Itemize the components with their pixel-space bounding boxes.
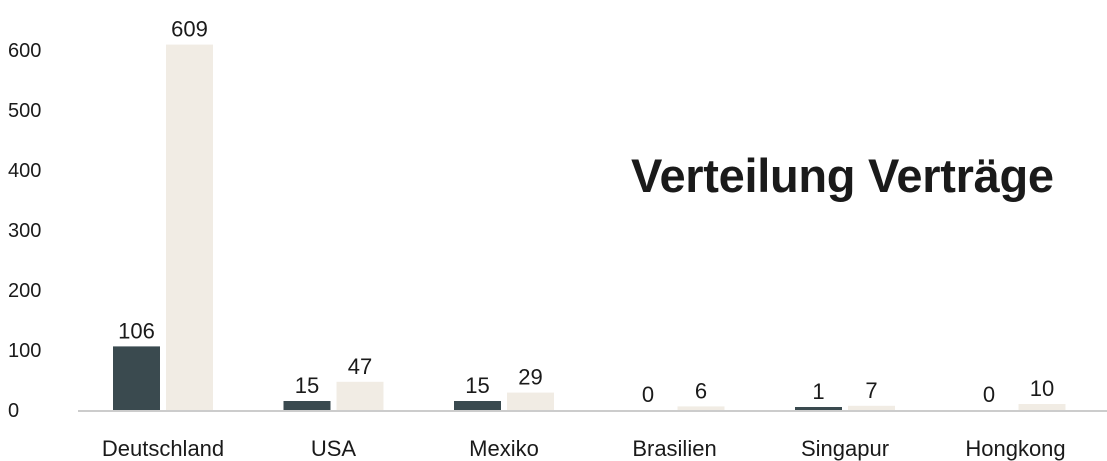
y-tick-label: 500	[8, 100, 41, 122]
x-tick-label: Singapur	[801, 436, 889, 461]
y-tick-label: 400	[8, 160, 41, 182]
bar-mexiko-series-2	[507, 392, 554, 410]
x-axis: Deutschland USA Mexiko Brasilien Singapur Hon…	[102, 436, 1066, 461]
x-tick-label: Mexiko	[469, 436, 539, 461]
x-tick-label: USA	[311, 436, 357, 461]
data-label-usa-series-2: 47	[348, 354, 372, 379]
bar-hongkong-series-2	[1018, 404, 1066, 410]
data-label-singapur-series-2: 7	[865, 378, 877, 403]
y-axis: 0 100 200 300 400 500 600	[8, 40, 41, 422]
data-label-mexiko-series-2: 29	[518, 365, 542, 390]
bar-brasilien-series-2	[677, 406, 725, 410]
data-label-brasilien-series-2: 6	[695, 378, 707, 403]
y-tick-label: 0	[8, 400, 19, 422]
bar-mexiko-series-1	[454, 401, 501, 410]
y-tick-label: 600	[8, 40, 41, 62]
bar-singapur-series-1	[795, 407, 842, 410]
data-label-mexiko-series-1: 15	[465, 373, 489, 398]
data-label-brasilien-series-1: 0	[642, 382, 654, 407]
data-label-hongkong-series-2: 10	[1030, 376, 1054, 401]
x-tick-label: Deutschland	[102, 436, 224, 461]
y-tick-label: 200	[8, 280, 41, 302]
bar-usa-series-2	[336, 381, 384, 410]
x-tick-label: Hongkong	[965, 436, 1065, 461]
y-tick-label: 100	[8, 340, 41, 362]
value-labels: 106 609 15 47 15 29 0 6 1 7 0 10	[118, 17, 1054, 407]
chart-title: Verteilung Verträge	[631, 149, 1054, 202]
x-tick-label: Brasilien	[632, 436, 716, 461]
data-label-usa-series-1: 15	[295, 373, 319, 398]
y-tick-label: 300	[8, 220, 41, 242]
data-label-singapur-series-1: 1	[812, 379, 824, 404]
data-label-deutschland-series-1: 106	[118, 318, 155, 343]
bar-deutschland-series-2	[166, 44, 213, 410]
bar-singapur-series-2	[848, 405, 895, 410]
bar-usa-series-1	[283, 401, 331, 410]
bar-deutschland-series-1	[113, 346, 160, 410]
data-label-deutschland-series-2: 609	[171, 17, 208, 42]
data-label-hongkong-series-1: 0	[983, 382, 995, 407]
bars	[113, 44, 1066, 410]
